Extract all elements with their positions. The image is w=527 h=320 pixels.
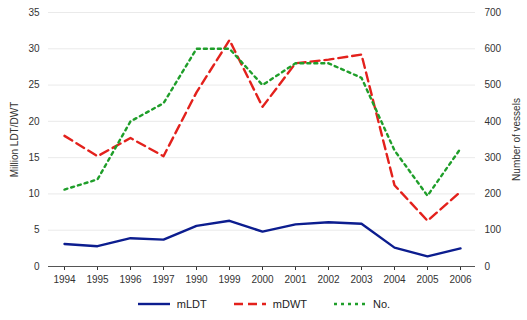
svg-text:25: 25 (28, 79, 40, 90)
svg-text:1994: 1994 (53, 274, 76, 285)
svg-text:2001: 2001 (284, 274, 307, 285)
svg-text:100: 100 (485, 224, 502, 235)
svg-text:1995: 1995 (86, 274, 109, 285)
svg-text:400: 400 (485, 116, 502, 127)
svg-text:500: 500 (485, 79, 502, 90)
html-text:No.: No. (373, 298, 391, 310)
svg-text:35: 35 (28, 7, 40, 18)
svg-text:Number of vessels: Number of vessels (511, 98, 522, 181)
svg-text:2003: 2003 (350, 274, 373, 285)
html-text:mDWT: mDWT (272, 298, 307, 310)
svg-text:300: 300 (485, 152, 502, 163)
svg-text:2000: 2000 (251, 274, 274, 285)
svg-text:1999: 1999 (218, 274, 241, 285)
svg-text:2002: 2002 (317, 274, 340, 285)
html-text:mLDT: mLDT (176, 298, 207, 310)
svg-text:20: 20 (28, 116, 40, 127)
svg-text:2006: 2006 (449, 274, 472, 285)
svg-text:10: 10 (28, 188, 40, 199)
svg-text:1996: 1996 (119, 274, 142, 285)
svg-text:Million LDT/DWT: Million LDT/DWT (9, 102, 20, 178)
svg-text:30: 30 (28, 43, 40, 54)
svg-text:2004: 2004 (383, 274, 406, 285)
svg-text:1990: 1990 (185, 274, 208, 285)
svg-text:0: 0 (34, 261, 40, 272)
svg-text:1997: 1997 (152, 274, 175, 285)
svg-text:15: 15 (28, 152, 40, 163)
svg-text:200: 200 (485, 188, 502, 199)
svg-text:5: 5 (34, 224, 40, 235)
svg-text:600: 600 (485, 43, 502, 54)
svg-text:0: 0 (485, 261, 491, 272)
svg-text:700: 700 (485, 7, 502, 18)
svg-text:2005: 2005 (416, 274, 439, 285)
